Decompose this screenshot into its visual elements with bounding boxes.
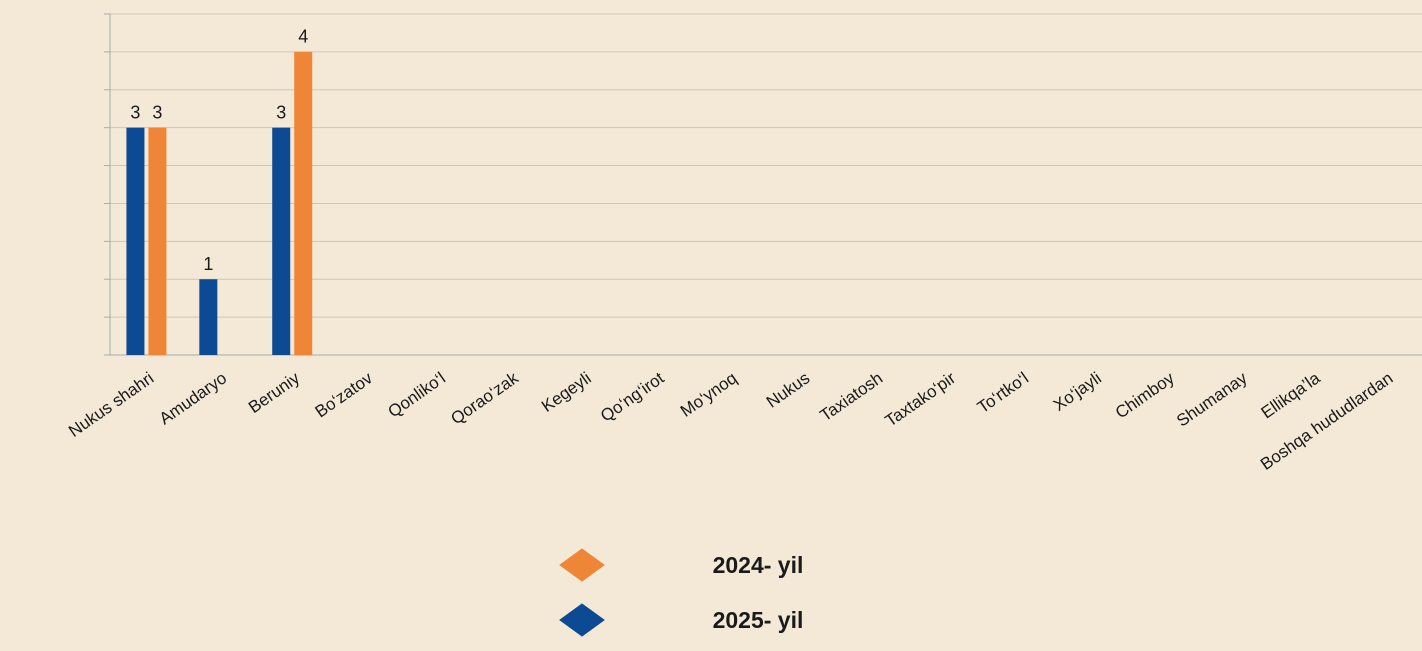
- data-label: 1: [203, 254, 213, 274]
- bar: [126, 127, 145, 356]
- bar: [272, 127, 291, 356]
- data-label: 3: [276, 102, 286, 122]
- legend-label: 2024- yil: [713, 552, 804, 578]
- data-label: 3: [152, 102, 162, 122]
- bar: [199, 279, 218, 355]
- bar: [148, 127, 167, 356]
- bar: [294, 51, 313, 356]
- data-label: 4: [298, 27, 308, 47]
- legend-label: 2025- yil: [713, 607, 804, 633]
- legend-marker: [559, 603, 605, 637]
- legend-marker: [559, 548, 605, 582]
- data-label: 3: [130, 102, 140, 122]
